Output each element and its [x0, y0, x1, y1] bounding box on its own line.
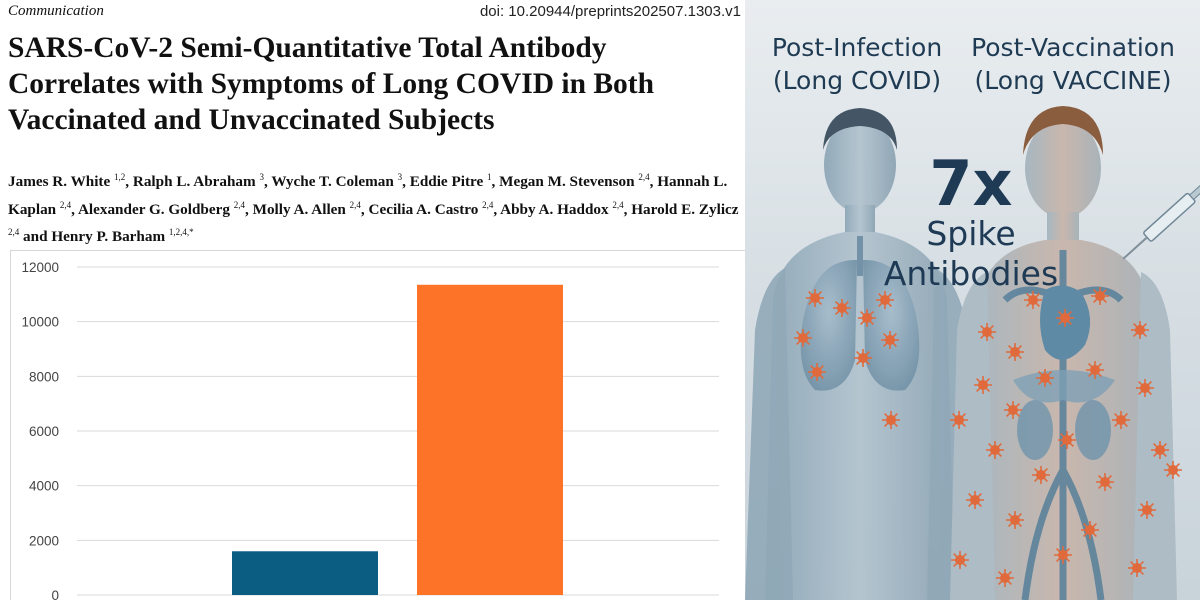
virus-icon: [1031, 465, 1051, 485]
virus-icon: [793, 328, 813, 348]
section-label: Communication: [8, 3, 104, 19]
left-figure: [745, 108, 975, 600]
virus-icon: [880, 330, 900, 350]
virus-icon: [950, 550, 970, 570]
virus-icon: [1057, 430, 1077, 450]
paper-panel: Communication doi: 10.20944/preprints202…: [8, 3, 745, 600]
virus-icon: [1080, 520, 1100, 540]
author-affiliation: 3: [397, 172, 403, 182]
virus-icon: [1135, 378, 1155, 398]
author-affiliation: 2,4: [8, 227, 20, 238]
virus-icon: [965, 490, 985, 510]
spike-text: Spike: [926, 214, 1015, 253]
virus-icon: [881, 410, 901, 430]
chart-frame: 0 2000 4000 6000 8000 10000 12000: [10, 250, 745, 600]
virus-icon: [977, 322, 997, 342]
multiplier-text: 7x: [929, 147, 1012, 220]
author-name: Molly A. Allen 2,4: [252, 199, 361, 218]
author-affiliation: 2,4: [233, 199, 246, 210]
author-list: James R. White 1,2, Ralph L. Abraham 3, …: [8, 172, 739, 246]
illustration-panel: Post-Infection (Long COVID) Post-Vaccina…: [745, 0, 1200, 600]
virus-icon: [1111, 410, 1131, 430]
author-name: Hannah L. Kaplan 2,4: [8, 173, 728, 218]
author-name: Abby A. Haddox 2,4: [500, 199, 624, 218]
virus-icon: [1003, 400, 1023, 420]
author-name: Eddie Pitre 1: [409, 172, 492, 191]
virus-icon: [985, 440, 1005, 460]
virus-icon: [1137, 500, 1157, 520]
author-name: Henry P. Barham 1,2,4,*: [51, 227, 194, 246]
y-tick-label: 12000: [21, 260, 59, 275]
paper-title: SARS-CoV-2 Semi-Quantitative Total Antib…: [8, 32, 655, 136]
syringe-icon: [1122, 182, 1200, 260]
y-tick-label: 0: [51, 588, 59, 600]
antibodies-text: Antibodies: [884, 254, 1058, 293]
virus-icon: [949, 410, 969, 430]
author-affiliation: 3: [259, 172, 264, 182]
virus-icon: [875, 290, 895, 310]
virus-icon: [1163, 460, 1183, 480]
author-name: Harold E. Zylicz 2,4: [8, 200, 739, 238]
author-name: Ralph L. Abraham 3: [132, 172, 264, 191]
virus-icon: [995, 568, 1015, 588]
y-tick-label: 6000: [29, 424, 59, 439]
virus-icon: [1127, 558, 1147, 578]
virus-icon: [1023, 290, 1043, 310]
right-heading: Post-Vaccination: [971, 33, 1175, 62]
body-illustration: Post-Infection (Long COVID) Post-Vaccina…: [745, 0, 1200, 600]
author-name: Cecilia A. Castro 2,4: [368, 199, 494, 218]
doi-text: doi: 10.20944/preprints202507.1303.v1: [479, 3, 741, 20]
virus-icon: [1130, 320, 1150, 340]
virus-icon: [1085, 360, 1105, 380]
author-affiliation: 2,4: [482, 199, 494, 210]
virus-icon: [832, 298, 852, 318]
author-name: Alexander G. Goldberg 2,4: [77, 199, 246, 218]
virus-icon: [973, 375, 993, 395]
left-subheading: (Long COVID): [773, 66, 941, 95]
bar: [232, 551, 378, 595]
left-heading: Post-Infection: [772, 33, 942, 62]
virus-icon: [1053, 545, 1073, 565]
author-affiliation: 2,4: [612, 199, 624, 210]
virus-icon: [1150, 440, 1170, 460]
author-name: Megan M. Stevenson 2,4: [499, 172, 650, 191]
author-affiliation: 2,4: [59, 199, 72, 210]
author-affiliation: 2,4: [349, 199, 361, 210]
author-affiliation: 2,4: [638, 172, 650, 182]
virus-icon: [1005, 510, 1025, 530]
author-affiliation: 1,2: [114, 172, 126, 182]
virus-icon: [1090, 286, 1110, 306]
virus-icon: [1055, 308, 1075, 328]
author-affiliation: 1,2,4,*: [168, 227, 194, 238]
author-name: James R. White 1,2: [8, 172, 126, 191]
y-tick-label: 4000: [29, 479, 59, 494]
virus-icon: [807, 362, 827, 382]
virus-icon: [1005, 342, 1025, 362]
author-name: Wyche T. Coleman 3: [271, 172, 403, 191]
right-subheading: (Long VACCINE): [975, 66, 1172, 95]
virus-icon: [857, 308, 877, 328]
virus-icon: [1035, 368, 1055, 388]
y-tick-label: 2000: [29, 533, 59, 548]
virus-icon: [853, 348, 873, 368]
author-affiliation: 1: [487, 172, 492, 182]
virus-icon: [1095, 472, 1115, 492]
virus-icon: [805, 288, 825, 308]
bar-chart: 0 2000 4000 6000 8000 10000 12000: [21, 260, 719, 600]
y-tick-label: 10000: [21, 315, 59, 330]
bar: [417, 284, 563, 595]
y-tick-label: 8000: [29, 369, 59, 384]
